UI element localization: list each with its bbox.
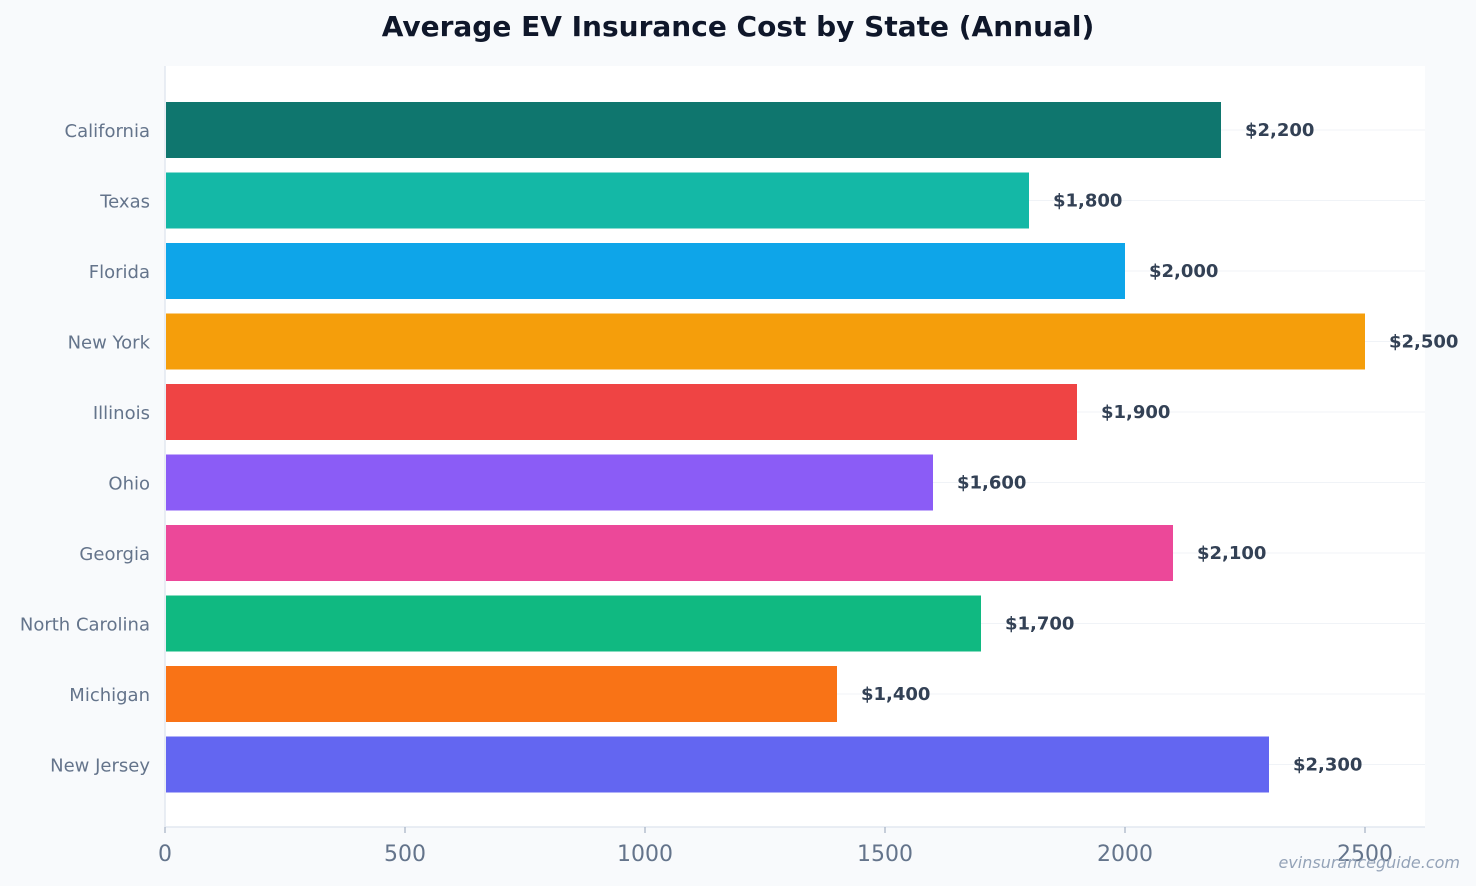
category-label: Texas — [99, 192, 150, 213]
x-tick-label: 500 — [384, 842, 426, 867]
bar-illinois — [166, 384, 1077, 440]
value-label: $2,500 — [1389, 332, 1458, 353]
category-label: Illinois — [93, 403, 150, 424]
value-label: $2,200 — [1245, 120, 1314, 141]
bar-california — [166, 102, 1221, 158]
bar-north-carolina — [166, 595, 981, 652]
category-label: New York — [68, 333, 151, 354]
category-label: North Carolina — [20, 615, 150, 636]
value-label: $1,900 — [1101, 402, 1170, 423]
bar-georgia — [166, 525, 1173, 581]
bar-michigan — [166, 666, 837, 722]
bar-new-jersey — [166, 736, 1269, 793]
value-label: $2,100 — [1197, 543, 1266, 564]
category-label: Michigan — [69, 685, 150, 706]
value-label: $1,700 — [1005, 614, 1074, 635]
value-labels: $2,200 $1,800 $2,000 $2,500 $1,900 $1,600 $2,1… — [861, 120, 1458, 776]
bar-florida — [166, 243, 1125, 299]
value-label: $2,000 — [1149, 261, 1218, 282]
category-label: Georgia — [79, 544, 150, 565]
bar-ohio — [166, 454, 933, 511]
x-tick-label: 1000 — [617, 842, 673, 867]
bar-new-york — [166, 313, 1365, 370]
value-label: $1,600 — [957, 473, 1026, 494]
bars-layer — [166, 102, 1365, 793]
x-tick-label: 2000 — [1097, 842, 1153, 867]
bar-texas — [166, 172, 1029, 229]
value-label: $1,800 — [1053, 191, 1122, 212]
category-label: California — [65, 121, 150, 142]
category-label: New Jersey — [50, 756, 150, 777]
x-tick-label: 0 — [158, 842, 172, 867]
value-label: $2,300 — [1293, 755, 1362, 776]
category-label: Florida — [89, 262, 150, 283]
x-ticks: 0 500 1000 1500 2000 2500 — [158, 827, 1393, 867]
x-tick-label: 2500 — [1337, 842, 1393, 867]
watermark: evinsuranceguide.com — [1278, 853, 1460, 872]
category-labels: California Texas Florida New York Illinois Oh… — [20, 121, 151, 777]
category-label: Ohio — [108, 474, 150, 495]
chart-title: Average EV Insurance Cost by State (Annu… — [381, 10, 1095, 43]
x-tick-label: 1500 — [857, 842, 913, 867]
value-label: $1,400 — [861, 684, 930, 705]
